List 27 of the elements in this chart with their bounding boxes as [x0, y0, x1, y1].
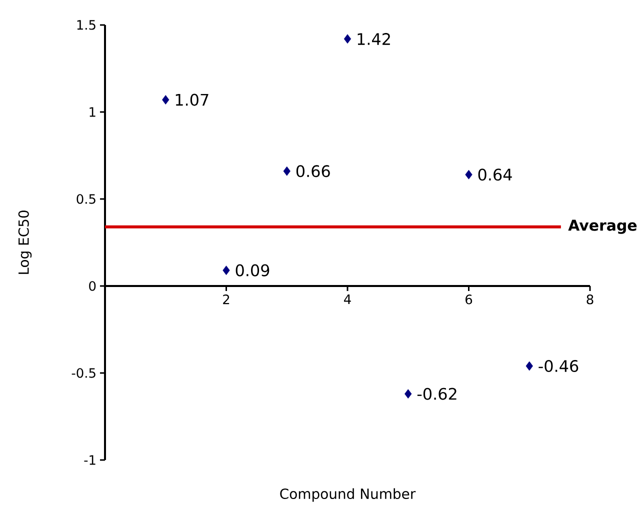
data-label: 1.42: [358, 32, 390, 45]
data-label: -0.46: [538, 360, 578, 372]
x-tick-label: 4: [344, 294, 351, 304]
data-label: 0.09: [236, 264, 270, 276]
point: [404, 389, 412, 399]
y-tick-label: 0: [89, 281, 96, 291]
y-axis-title: Log EC50: [18, 210, 32, 274]
x-axis-title: Compound Number: [280, 488, 416, 502]
point: [465, 170, 472, 180]
y-tick-label: 1.5: [77, 20, 96, 30]
y-tick-label: 1: [90, 107, 96, 117]
point: [162, 95, 170, 105]
x-tick-label: 2: [223, 294, 230, 304]
data-label: -0.62: [417, 388, 456, 400]
data-label: 0.66: [296, 165, 330, 178]
point: [526, 361, 533, 371]
point: [283, 166, 290, 176]
x-tick-label: 8: [586, 294, 594, 304]
point: [222, 266, 230, 276]
y-tick-label: -0.5: [72, 368, 96, 378]
data-label: 1.07: [176, 94, 208, 106]
x-tick-label: 6: [466, 294, 472, 304]
ref-line-label: Average: [568, 220, 637, 234]
y-tick-label: -1: [84, 455, 96, 465]
y-tick-label: 0.5: [76, 194, 96, 204]
point: [344, 34, 352, 44]
data-label: 0.64: [478, 168, 512, 181]
